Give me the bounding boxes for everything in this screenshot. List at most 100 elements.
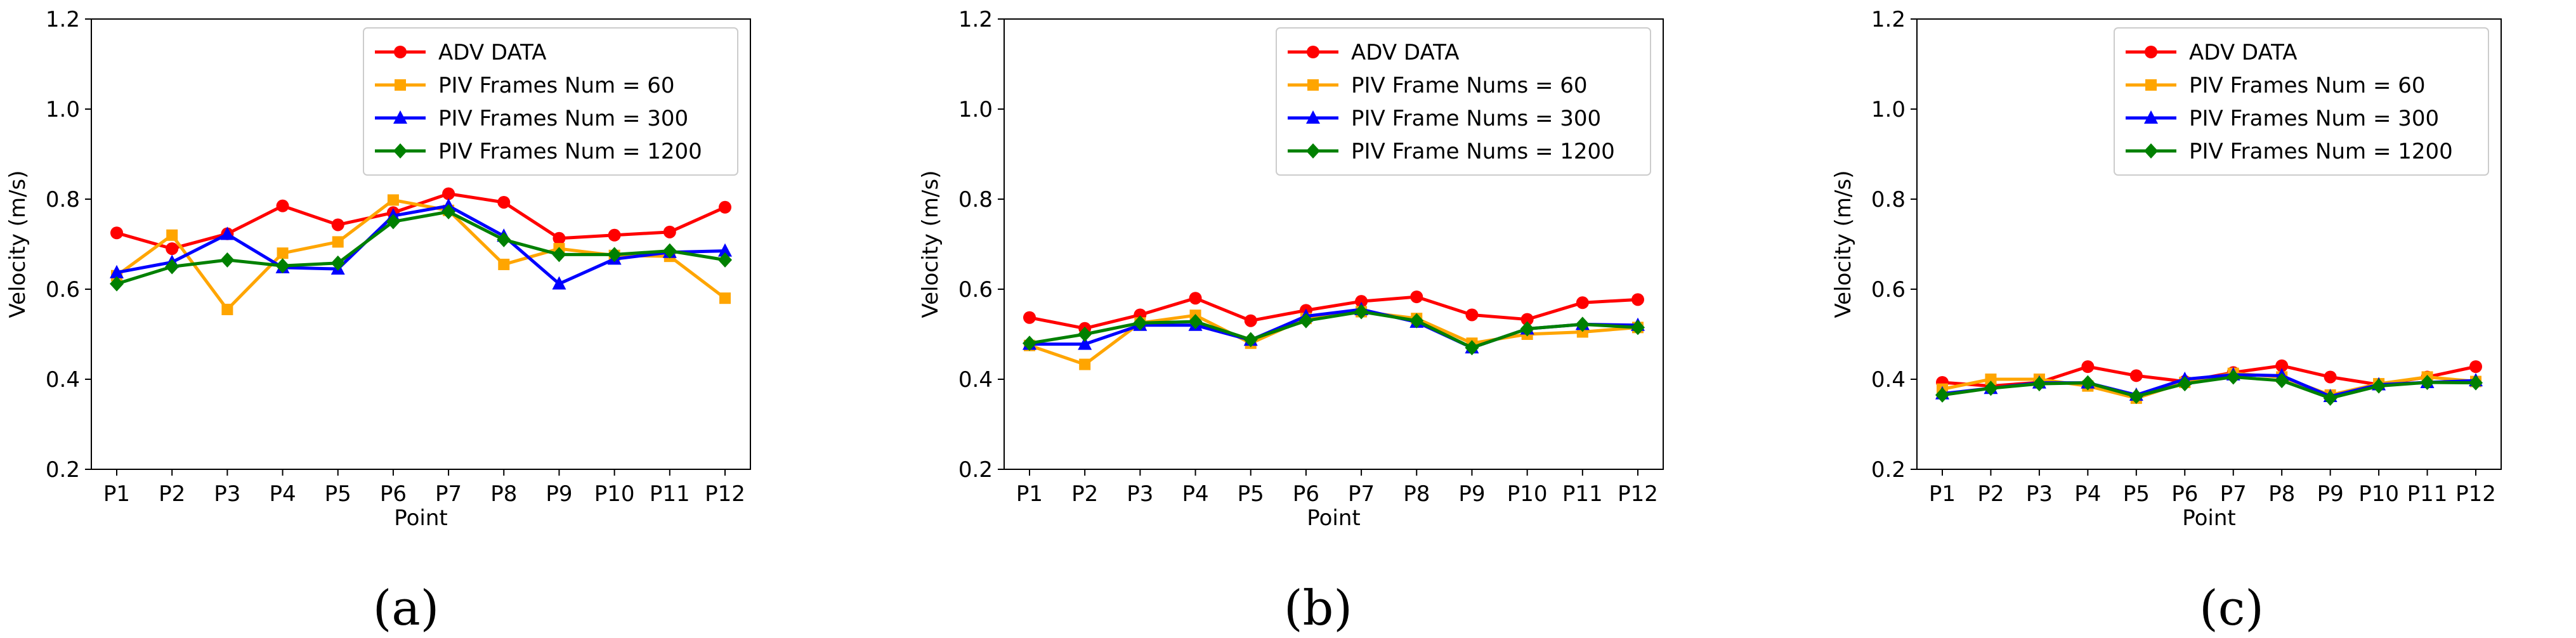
x-tick-label: P12 (705, 481, 745, 507)
chart-panel-1: 0.2 0.4 0.6 0.8 1.0 1.2 P1 P2 P3 P4 P5 P6 P7 P8 P9 P10 P… (5, 7, 751, 636)
y-tick-label: 0.6 (1871, 277, 1906, 303)
legend-entry: ADV DATA (1351, 40, 1460, 65)
y-tick-label: 1.0 (958, 97, 993, 122)
data-point (2226, 369, 2240, 385)
data-point (1410, 290, 1423, 304)
data-point (718, 252, 732, 268)
y-tick-label: 0.6 (46, 277, 80, 303)
x-tick-label: P5 (325, 481, 351, 507)
x-tick-label: P8 (490, 481, 517, 507)
data-point (1354, 304, 1369, 320)
x-tick-label: P11 (650, 481, 690, 507)
data-point (1133, 315, 1147, 331)
legend: ADV DATA PIV Frames Num = 60 PIV Frames Nu… (2114, 27, 2489, 176)
data-point (1985, 374, 1997, 385)
x-axis-label: Point (2182, 505, 2235, 531)
x-axis-label: Point (394, 505, 447, 531)
data-point (2032, 376, 2046, 392)
legend-entry: PIV Frames Num = 60 (2189, 73, 2426, 98)
legend-box (1276, 27, 1651, 176)
x-tick-label: P7 (1348, 481, 1375, 507)
data-point (2323, 390, 2337, 406)
legend-entry: PIV Frames Num = 300 (438, 106, 688, 131)
series-line (1942, 375, 2476, 400)
x-tick-label: P2 (1977, 481, 2004, 507)
series-line (116, 210, 726, 285)
x-tick-label: P3 (1127, 481, 1153, 507)
data-point (1079, 358, 1091, 370)
x-tick-label: P4 (2074, 481, 2101, 507)
x-tick-label: P12 (1618, 481, 1658, 507)
legend-box (363, 27, 738, 176)
y-tick-label: 0.4 (46, 367, 80, 393)
x-axis-label: Point (1307, 505, 1360, 531)
data-point (165, 259, 180, 275)
x-tick-label: P3 (214, 481, 240, 507)
data-point (1409, 313, 1424, 329)
legend-marker (394, 46, 407, 58)
legend-marker (393, 143, 407, 159)
panel-caption: (c) (2199, 580, 2264, 636)
panel-caption: (a) (373, 580, 440, 636)
legend-entry: ADV DATA (2189, 40, 2298, 65)
y-tick-label: 0.4 (1871, 367, 1906, 393)
y-tick-label: 1.0 (1871, 97, 1906, 122)
data-point (1023, 335, 1036, 351)
data-point (331, 218, 344, 231)
y-tick-label: 0.8 (1871, 187, 1906, 212)
data-point (386, 214, 400, 230)
legend-marker (2145, 46, 2157, 58)
x-tick-label: P9 (1458, 481, 1485, 507)
y-axis-label: Velocity (m/s) (918, 170, 943, 318)
legend-marker (2144, 110, 2158, 124)
data-point (1244, 314, 1257, 327)
x-tick-label: P8 (2268, 481, 2295, 507)
data-point (497, 231, 511, 247)
legend-entry: PIV Frames Num = 300 (2189, 106, 2439, 131)
data-point (110, 226, 123, 240)
data-point (2275, 373, 2289, 389)
data-point (662, 243, 677, 259)
legend-entry: PIV Frame Nums = 60 (1351, 73, 1588, 98)
data-point (718, 243, 732, 257)
data-point (387, 194, 399, 206)
legend-marker (2144, 143, 2158, 159)
data-point (1520, 313, 1534, 326)
legend-marker (1306, 110, 1320, 124)
data-point (110, 276, 124, 292)
x-tick-label: P5 (2123, 481, 2150, 507)
data-point (2129, 369, 2143, 382)
data-point (719, 200, 731, 214)
x-tick-label: P8 (1403, 481, 1430, 507)
data-point (2420, 374, 2435, 390)
legend-marker (1306, 143, 1320, 159)
data-point (552, 276, 566, 290)
plot-frame (1916, 18, 2502, 470)
x-tick-label: P6 (1293, 481, 1319, 507)
panel-caption: (b) (1284, 580, 1352, 636)
data-point (441, 204, 456, 219)
data-point (719, 292, 731, 304)
data-point (607, 247, 622, 263)
x-tick-label: P2 (159, 481, 185, 507)
series-4 (1023, 304, 1645, 356)
data-point (608, 228, 621, 242)
data-point (1465, 308, 1479, 322)
data-point (1984, 381, 1998, 396)
data-point (330, 255, 345, 271)
data-point (1631, 320, 1645, 335)
y-tick-label: 0.2 (958, 457, 993, 483)
x-tick-label: P10 (1507, 481, 1548, 507)
series-1 (1023, 290, 1644, 335)
series-line (115, 198, 726, 311)
x-tick-label: P10 (594, 481, 635, 507)
y-axis-label: Velocity (m/s) (1831, 170, 1856, 318)
data-point (220, 252, 235, 268)
data-point (220, 226, 235, 240)
y-tick-label: 0.8 (958, 187, 993, 212)
y-tick-label: 0.8 (46, 187, 80, 212)
legend-box (2114, 27, 2489, 176)
x-tick-label: P6 (2171, 481, 2198, 507)
data-point (2081, 360, 2095, 374)
